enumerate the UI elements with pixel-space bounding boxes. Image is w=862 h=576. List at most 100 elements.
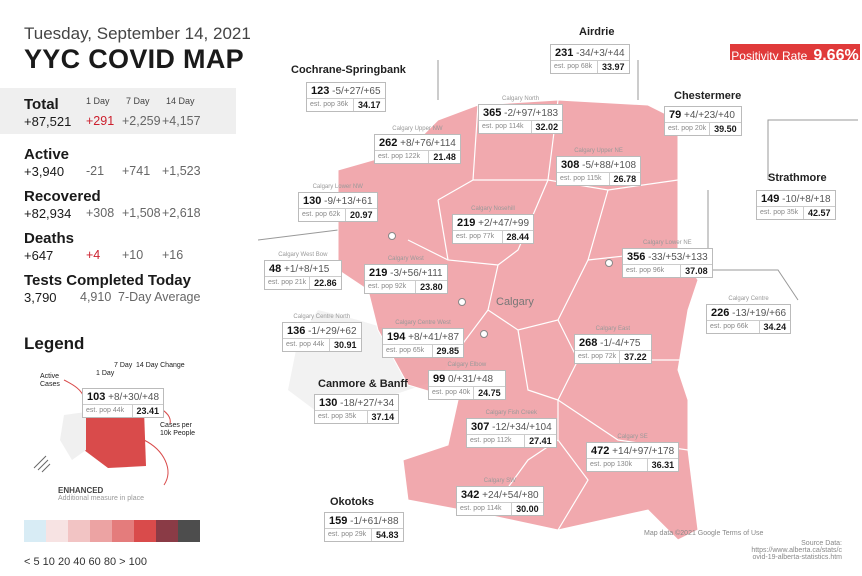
- region-box-uppernw[interactable]: Calgary Upper NW 262 +8/+76/+114 est. po…: [374, 126, 461, 164]
- page-title: YYC COVID MAP: [24, 44, 244, 74]
- region-changes: 0/+31/+48: [448, 374, 494, 385]
- region-cases: 79: [669, 109, 682, 121]
- region-rate: 29.85: [431, 345, 464, 357]
- region-rate: 39.50: [709, 123, 741, 135]
- region-cases: 262: [379, 137, 398, 149]
- region-name: Calgary Centre North: [293, 314, 351, 320]
- legend-enhanced-sub: Additional measure in place: [58, 495, 144, 502]
- region-box-okotoks[interactable]: 159 -1/+61/+88 est. pop 29k 54.83: [324, 512, 404, 542]
- region-name: Calgary East: [595, 326, 631, 332]
- region-cases: 365: [483, 107, 502, 119]
- region-box-nosehill[interactable]: Calgary Nosehill 219 +2/+47/+99 est. pop…: [452, 206, 535, 244]
- region-box-airdrie[interactable]: 231 -34/+3/+44 est. pop 68k 33.97: [550, 44, 630, 74]
- marker-icon: [388, 232, 396, 240]
- region-cases: 219: [369, 267, 388, 279]
- legend-sample-changes: +8/+30/+48: [108, 392, 160, 403]
- city-canmore: Canmore & Banff: [318, 378, 408, 390]
- region-cases: 226: [711, 307, 730, 319]
- city-airdrie: Airdrie: [579, 26, 615, 38]
- region-box-se[interactable]: Calgary SE 472 +14/+97/+178 est. pop 130…: [586, 434, 680, 472]
- region-box-lowerne[interactable]: Calgary Lower NE 356 -33/+53/+133 est. p…: [622, 240, 713, 278]
- region-rate: 22.86: [309, 277, 341, 289]
- map-attribution: Map data ©2021 Google Terms of Use: [644, 530, 764, 537]
- region-box-chestermere[interactable]: 79 +4/+23/+40 est. pop 20k 39.50: [664, 106, 742, 136]
- region-box-upperne[interactable]: Calgary Upper NE 308 -5/+88/+108 est. po…: [556, 148, 642, 186]
- active-label: Active: [24, 146, 70, 163]
- region-rate: 24.75: [473, 387, 505, 399]
- region-box-fishcreek[interactable]: Calgary Fish Creek 307 -12/+34/+104 est.…: [466, 410, 557, 448]
- region-box-centre[interactable]: Calgary Centre 226 -13/+19/+66 est. pop …: [706, 296, 792, 334]
- active-7day: +741: [122, 164, 151, 178]
- region-changes: +1/+8/+15: [284, 264, 330, 275]
- region-cases: 231: [555, 47, 574, 59]
- region-cases: 136: [287, 325, 306, 337]
- region-cases: 159: [329, 515, 348, 527]
- region-changes: -13/+19/+66: [732, 308, 787, 319]
- recovered-14day: +2,618: [162, 206, 201, 220]
- region-box-elbow[interactable]: Calgary Elbow 99 0/+31/+48 est. pop 40k 2…: [428, 362, 506, 400]
- region-box-cochrane[interactable]: 123 -5/+27/+65 est. pop 36k 34.17: [306, 82, 386, 112]
- region-changes: -5/+88/+108: [582, 160, 637, 171]
- region-box-east[interactable]: Calgary East 268 -1/-4/+75 est. pop 72k 3…: [574, 326, 652, 364]
- region-box-lowernw[interactable]: Calgary Lower NW 130 -9/+13/+61 est. pop…: [298, 184, 378, 222]
- region-box-north[interactable]: Calgary North 365 -2/+97/+183 est. pop 1…: [478, 96, 564, 134]
- region-cases: 194: [387, 331, 406, 343]
- region-name: Calgary Elbow: [447, 362, 487, 368]
- region-pop: est. pop 62k: [302, 211, 341, 218]
- region-box-centrenorth[interactable]: Calgary Centre North 136 -1/+29/+62 est.…: [282, 314, 362, 352]
- region-pop: est. pop 65k: [386, 347, 425, 354]
- region-cases: 308: [561, 159, 580, 171]
- region-pop: est. pop 122k: [378, 153, 421, 160]
- region-name: Calgary West: [387, 256, 424, 262]
- legend-enhanced: ENHANCED: [58, 486, 104, 495]
- legend-active-label: Active Cases: [40, 373, 60, 388]
- region-name: Calgary Lower NE: [642, 240, 692, 246]
- city-strathmore: Strathmore: [768, 172, 827, 184]
- region-rate: 26.78: [608, 173, 641, 185]
- region-box-canmore[interactable]: 130 -18/+27/+34 est. pop 35k 37.14: [314, 394, 400, 424]
- region-changes: +8/+41/+87: [408, 332, 460, 343]
- region-cases: 123: [311, 85, 330, 97]
- region-box-strathmore[interactable]: 149 -10/+8/+18 est. pop 35k 42.57: [756, 190, 836, 220]
- source-url[interactable]: https://www.alberta.ca/stats/covid-19-al…: [751, 547, 842, 561]
- tests-avg: 4,910: [80, 290, 112, 304]
- region-box-sw[interactable]: Calgary SW 342 +24/+54/+80 est. pop 114k…: [456, 478, 544, 516]
- total-value: +87,521: [24, 114, 72, 129]
- marker-icon: [605, 259, 613, 267]
- region-pop: est. pop 114k: [460, 505, 502, 512]
- region-cases: 130: [303, 195, 322, 207]
- scale-swatch-2: [68, 520, 90, 542]
- region-box-west[interactable]: Calgary West 219 -3/+56/+111 est. pop 92…: [364, 256, 448, 294]
- region-name: Calgary Nosehill: [471, 206, 515, 212]
- color-scale-labels: < 5 10 20 40 60 80 > 100: [24, 556, 147, 568]
- region-changes: -2/+97/+183: [504, 108, 559, 119]
- region-changes: -1/-4/+75: [600, 338, 641, 349]
- active-value: +3,940: [24, 164, 65, 179]
- tests-label: Tests Completed Today: [24, 272, 191, 289]
- region-cases: 48: [269, 263, 282, 275]
- region-name: Calgary North: [502, 96, 540, 102]
- region-changes: -34/+3/+44: [576, 48, 625, 59]
- region-pop: est. pop 44k: [286, 341, 325, 348]
- region-name: Calgary Centre: [728, 296, 769, 302]
- region-box-westbow[interactable]: Calgary West Bow 48 +1/+8/+15 est. pop 2…: [264, 252, 342, 290]
- legend-sample-cases: 103: [87, 391, 106, 403]
- region-rate: 54.83: [370, 529, 403, 541]
- region-changes: -1/+61/+88: [350, 516, 399, 527]
- legend-title: Legend: [24, 334, 85, 353]
- region-rate: 34.24: [758, 321, 791, 333]
- region-name: Calgary Upper NE: [574, 148, 623, 154]
- region-pop: est. pop 68k: [554, 63, 593, 70]
- legend-sample-rate: 23.41: [131, 405, 164, 417]
- region-rate: 37.08: [680, 265, 712, 277]
- region-cases: 472: [591, 445, 610, 457]
- legend-1day-label: 1 Day: [96, 370, 115, 377]
- col-header-7day: 7 Day: [126, 96, 150, 106]
- region-pop: est. pop 35k: [760, 209, 799, 216]
- date-label: Tuesday, September 14, 2021: [24, 24, 251, 43]
- region-box-centrewest[interactable]: Calgary Centre West 194 +8/+41/+87 est. …: [382, 320, 465, 358]
- total-7day: +2,259: [122, 114, 161, 128]
- region-pop: est. pop 77k: [456, 233, 495, 240]
- scale-swatch-0: [24, 520, 46, 542]
- city-calgary: Calgary: [496, 296, 534, 308]
